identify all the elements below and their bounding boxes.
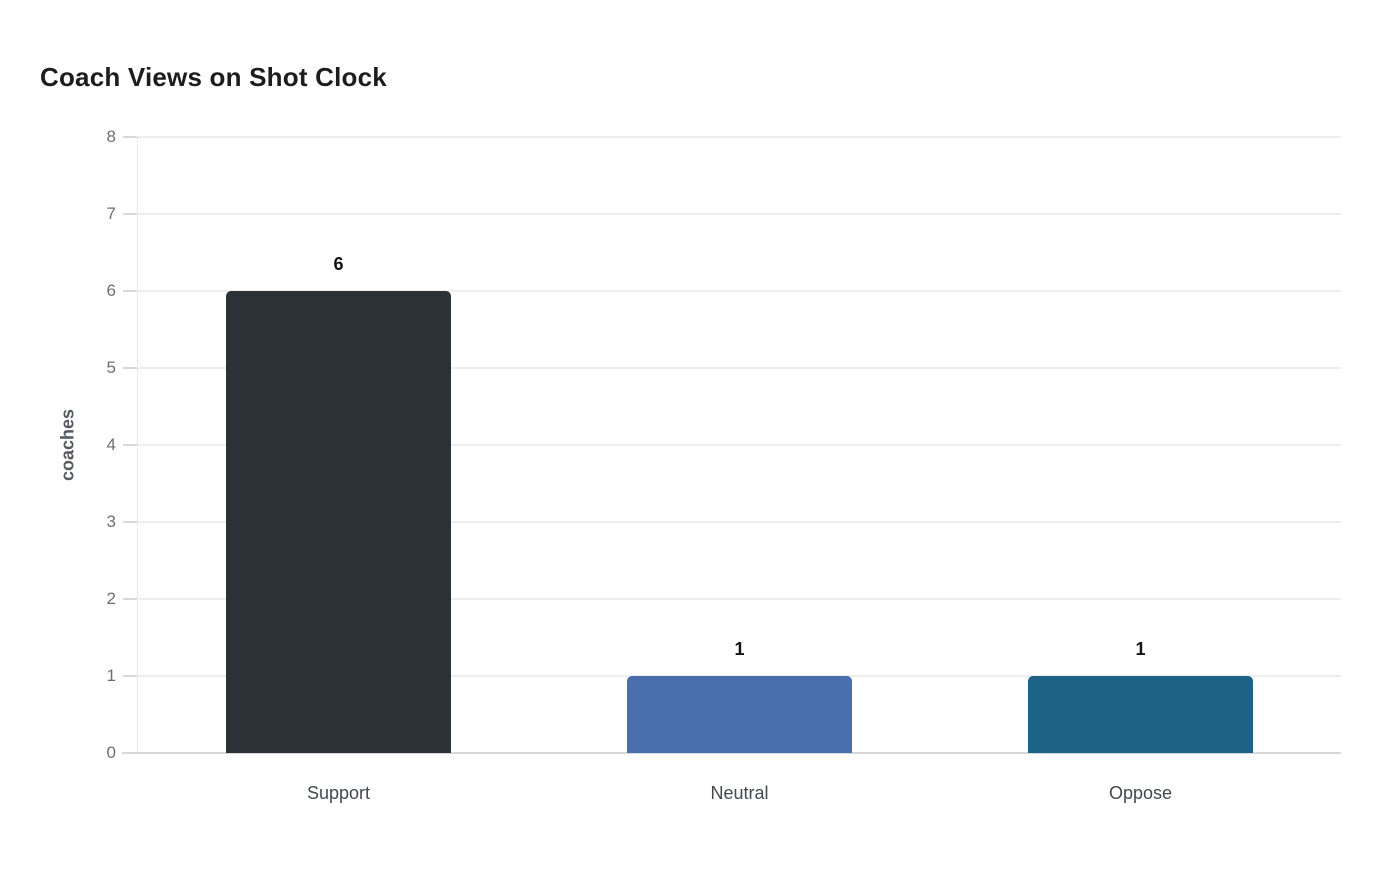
- bar-oppose: [1028, 676, 1253, 753]
- y-tick-label: 4: [106, 435, 116, 454]
- y-gridline: [138, 290, 1341, 292]
- y-tick-mark: [123, 136, 137, 138]
- y-tick-label: 1: [106, 666, 116, 685]
- chart-title: Coach Views on Shot Clock: [40, 62, 387, 92]
- y-tick-mark: [123, 675, 137, 677]
- y-tick-label: 3: [106, 512, 116, 531]
- bar-neutral: [627, 676, 852, 753]
- bar-support: [226, 291, 451, 753]
- bar-value-label: 1: [1135, 639, 1146, 659]
- y-tick-label: 6: [106, 281, 116, 300]
- y-gridline: [138, 367, 1341, 369]
- y-tick-mark: [123, 367, 137, 369]
- y-tick-mark: [123, 444, 137, 446]
- x-category-label: Oppose: [1108, 783, 1173, 803]
- plot-area: 0 1 2 3 4 5 6 7 8 6 Support 1 Neutral 1 Oppose: [107, 127, 1341, 803]
- y-tick-label: 8: [106, 127, 116, 146]
- bar-value-label: 6: [333, 254, 344, 274]
- y-gridline: [138, 444, 1341, 446]
- y-tick-label: 7: [106, 204, 116, 223]
- y-gridline: [138, 213, 1341, 215]
- y-tick-mark: [123, 290, 137, 292]
- y-tick-mark: [123, 213, 137, 215]
- x-category-label: Neutral: [710, 783, 769, 803]
- y-tick-mark: [123, 598, 137, 600]
- y-axis-label: coaches: [57, 408, 78, 482]
- y-gridline: [138, 136, 1341, 138]
- y-gridline: [138, 521, 1341, 523]
- y-tick-label: 0: [106, 743, 116, 762]
- y-tick-label: 2: [106, 589, 116, 608]
- y-tick-label: 5: [106, 358, 116, 377]
- x-category-label: Support: [306, 783, 371, 803]
- bar-value-label: 1: [734, 639, 745, 659]
- y-tick-mark: [123, 521, 137, 523]
- y-gridline: [138, 598, 1341, 600]
- x-axis-baseline: [122, 752, 1341, 754]
